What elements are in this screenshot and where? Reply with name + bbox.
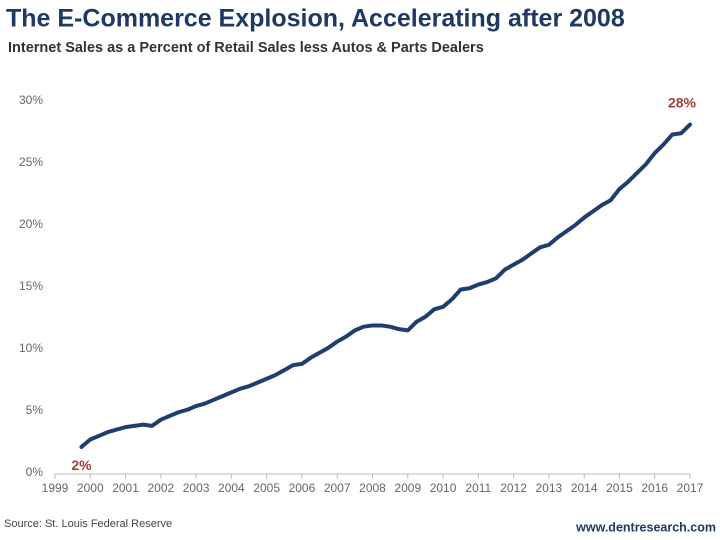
x-tick-label: 2000 [77, 481, 104, 495]
y-tick-label: 15% [19, 279, 43, 293]
y-tick-label: 30% [19, 93, 43, 107]
x-tick-label: 2003 [183, 481, 210, 495]
website: www.dentresearch.com [575, 520, 716, 534]
annotation: 2% [71, 457, 92, 473]
x-tick-label: 2006 [289, 481, 316, 495]
x-tick-label: 2008 [359, 481, 386, 495]
x-tick-label: 2017 [677, 481, 704, 495]
x-tick-label: 2002 [147, 481, 174, 495]
x-tick-label: 2007 [324, 481, 351, 495]
chart-title: The E-Commerce Explosion, Accelerating a… [6, 5, 625, 33]
y-tick-label: 5% [26, 403, 44, 417]
source-note: Source: St. Louis Federal Reserve [4, 518, 172, 530]
x-tick-label: 2005 [253, 481, 280, 495]
x-tick-label: 2014 [571, 481, 598, 495]
y-tick-label: 10% [19, 341, 43, 355]
x-tick-label: 2015 [606, 481, 633, 495]
annotation: 28% [668, 95, 697, 111]
y-tick-label: 25% [19, 155, 43, 169]
x-tick-label: 2004 [218, 481, 245, 495]
y-tick-label: 0% [26, 465, 44, 479]
x-tick-label: 1999 [42, 481, 69, 495]
x-tick-label: 2012 [500, 481, 527, 495]
chart-subtitle: Internet Sales as a Percent of Retail Sa… [8, 40, 484, 56]
x-tick-label: 2010 [430, 481, 457, 495]
x-tick-label: 2013 [536, 481, 563, 495]
x-tick-label: 2016 [641, 481, 668, 495]
x-tick-label: 2011 [465, 481, 491, 495]
data-line [79, 122, 692, 449]
y-tick-label: 20% [19, 217, 43, 231]
x-tick-label: 2001 [112, 481, 139, 495]
x-tick-label: 2009 [394, 481, 421, 495]
